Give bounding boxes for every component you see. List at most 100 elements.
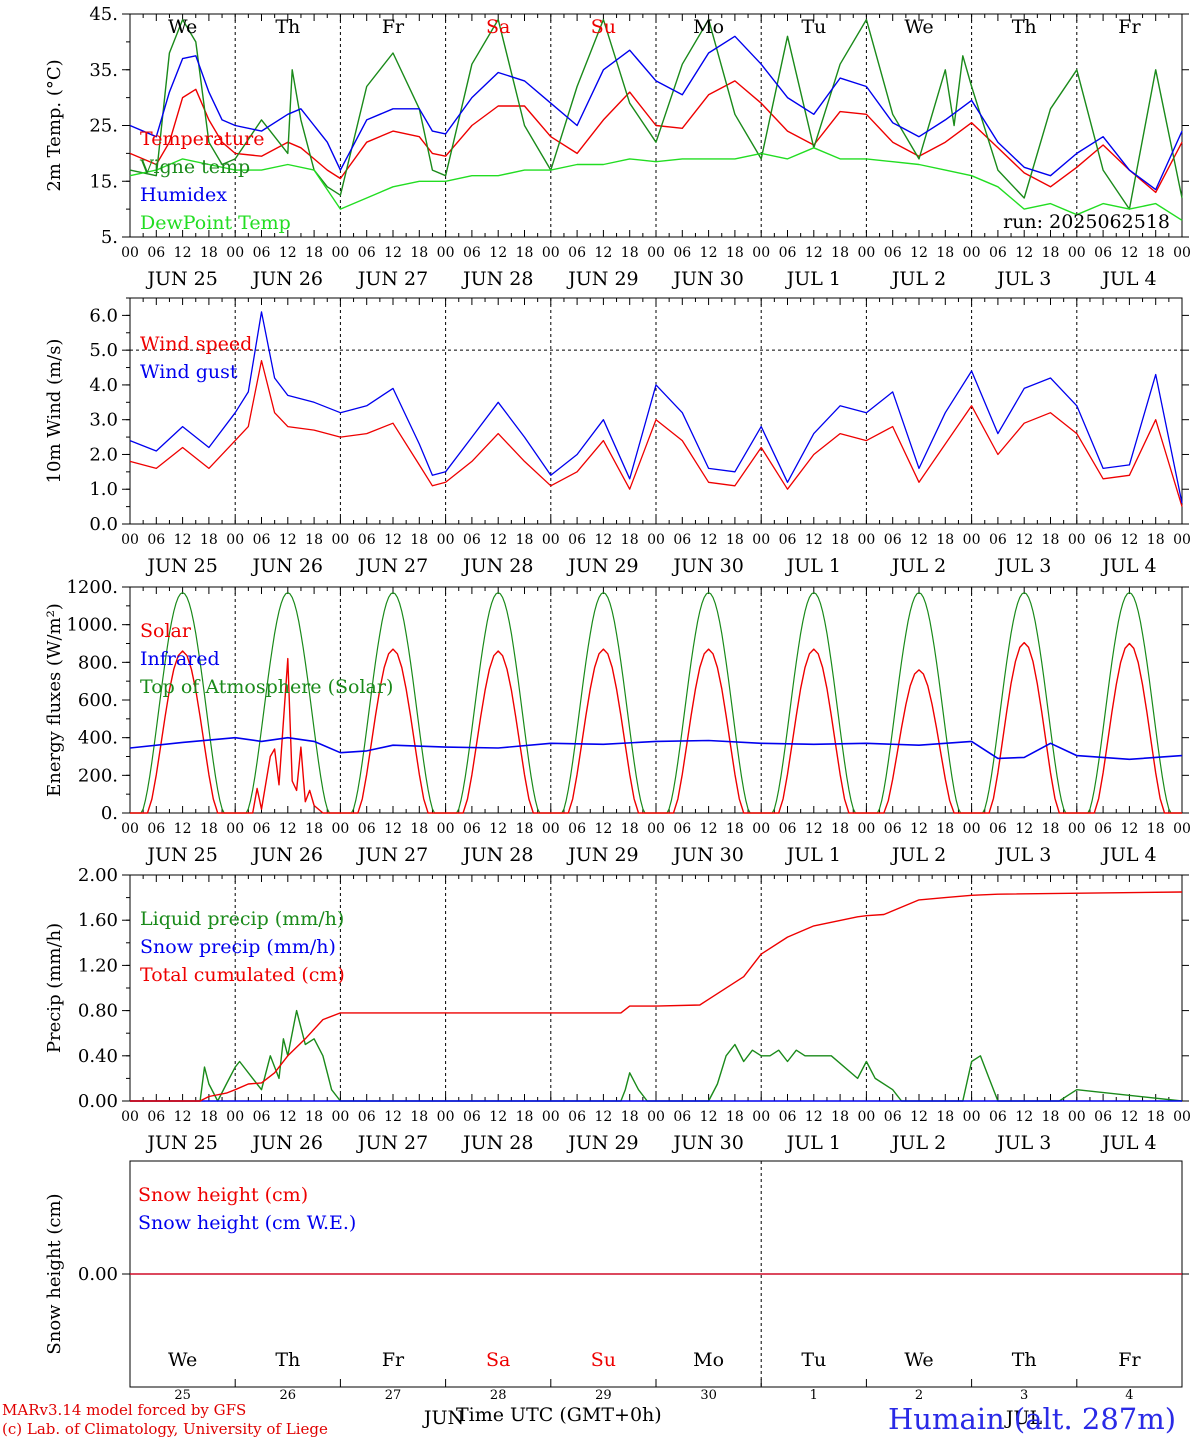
hour-tick-label: 00 [121,821,139,837]
hour-tick-label: 06 [779,532,797,548]
run-label: run: 2025062518 [1003,211,1170,233]
day-name-label: Fr [1118,1349,1141,1371]
hour-tick-label: 18 [936,821,954,837]
series-line-dewpoint-temp [129,147,1183,221]
hour-tick-label: 00 [437,532,455,548]
hour-tick-label: 18 [936,532,954,548]
bottom-day-number: 27 [385,1388,402,1403]
legend-dewpoint-temp: DewPoint Temp [140,212,291,234]
hour-tick-label: 00 [647,821,665,837]
hour-tick-label: 00 [1068,821,1086,837]
date-label: JUN 29 [566,1132,638,1154]
day-name-label: Th [275,16,300,38]
hour-tick-label: 12 [174,245,192,261]
day-name-label: We [904,16,933,38]
hour-tick-label: 00 [647,532,665,548]
hour-tick-label: 18 [410,821,428,837]
hour-tick-label: 00 [752,821,770,837]
hour-tick-label: 00 [542,1109,560,1125]
hour-tick-label: 06 [568,1109,586,1125]
legend-wind-speed: Wind speed [140,333,252,355]
date-label: JUL 4 [1100,555,1156,577]
series-line-wind-speed [129,359,1183,507]
date-label: JUN 30 [671,555,743,577]
day-name-label: Sa [486,16,510,38]
y-tick-label: 1.0 [89,479,118,500]
date-label: JUL 4 [1100,1132,1156,1154]
y-axis-title: 10m Wind (m/s) [44,339,65,484]
legend-liquid-precip-mm-h-: Liquid precip (mm/h) [140,908,344,930]
series-line-infrared [129,736,1183,761]
date-label: JUN 29 [566,555,638,577]
hour-tick-label: 06 [568,532,586,548]
hour-tick-label: 12 [384,1109,402,1125]
hour-tick-label: 18 [200,245,218,261]
hour-tick-label: 18 [410,245,428,261]
series-line-solar [130,641,1182,814]
hour-tick-label: 18 [1147,821,1165,837]
date-label: JUN 26 [251,1132,323,1154]
credit-line-1: MARv3.14 model forced by GFS [2,1401,247,1419]
date-label: JUL 2 [890,844,946,866]
hour-tick-label: 18 [1042,1109,1060,1125]
y-tick-label: 1.60 [78,910,118,931]
bottom-day-number: 1 [810,1388,818,1403]
hour-tick-label: 00 [1173,245,1191,261]
hour-tick-label: 12 [279,821,297,837]
day-name-label: Fr [382,1349,405,1371]
y-tick-label: 600. [78,690,118,711]
bottom-day-number: 4 [1125,1388,1133,1403]
hour-tick-label: 12 [384,821,402,837]
hour-tick-label: 06 [358,821,376,837]
hour-tick-label: 12 [910,1109,928,1125]
hour-tick-label: 18 [410,532,428,548]
hour-tick-label: 00 [963,1109,981,1125]
date-label: JUN 27 [356,268,428,290]
hour-tick-label: 18 [936,245,954,261]
hour-tick-label: 06 [884,821,902,837]
hour-tick-label: 18 [726,245,744,261]
hour-tick-label: 00 [542,821,560,837]
hour-tick-label: 12 [1015,245,1033,261]
legend-solar: Solar [140,620,192,642]
y-tick-label: 0. [101,803,118,824]
date-label: JUL 2 [890,555,946,577]
hour-tick-label: 12 [1120,1109,1138,1125]
hour-tick-label: 06 [673,245,691,261]
hour-tick-label: 12 [700,245,718,261]
hour-tick-label: 18 [516,821,534,837]
hour-tick-label: 12 [489,1109,507,1125]
series-line-total-cumulated-cm- [130,891,1183,1102]
hour-tick-label: 18 [200,821,218,837]
hour-tick-label: 12 [384,245,402,261]
hour-tick-label: 06 [1094,532,1112,548]
date-label: JUL 4 [1100,268,1156,290]
hour-tick-label: 06 [358,1109,376,1125]
date-label: JUL 2 [890,1132,946,1154]
y-tick-label: 25. [89,116,118,137]
bottom-day-number: 30 [700,1388,717,1403]
day-name-label: We [168,16,197,38]
series-line-humidex [129,35,1183,191]
station-label: Humain (alt. 287m) [888,1402,1177,1436]
hour-tick-label: 00 [331,821,349,837]
hour-tick-label: 06 [673,532,691,548]
y-tick-label: 4.0 [89,375,118,396]
hour-tick-label: 12 [489,821,507,837]
legend-wind-gust: Wind gust [140,361,238,383]
hour-tick-label: 18 [936,1109,954,1125]
hour-tick-label: 00 [857,245,875,261]
hour-tick-label: 12 [1015,532,1033,548]
date-label: JUL 3 [995,555,1051,577]
day-name-label: Fr [1118,16,1141,38]
hour-tick-label: 00 [226,1109,244,1125]
y-tick-label: 6.0 [89,305,118,326]
hour-tick-label: 00 [1068,1109,1086,1125]
hour-tick-label: 06 [253,821,271,837]
hour-tick-label: 00 [226,532,244,548]
hour-tick-label: 06 [779,245,797,261]
hour-tick-label: 12 [805,1109,823,1125]
date-label: JUN 25 [145,1132,217,1154]
hour-tick-label: 06 [1094,245,1112,261]
